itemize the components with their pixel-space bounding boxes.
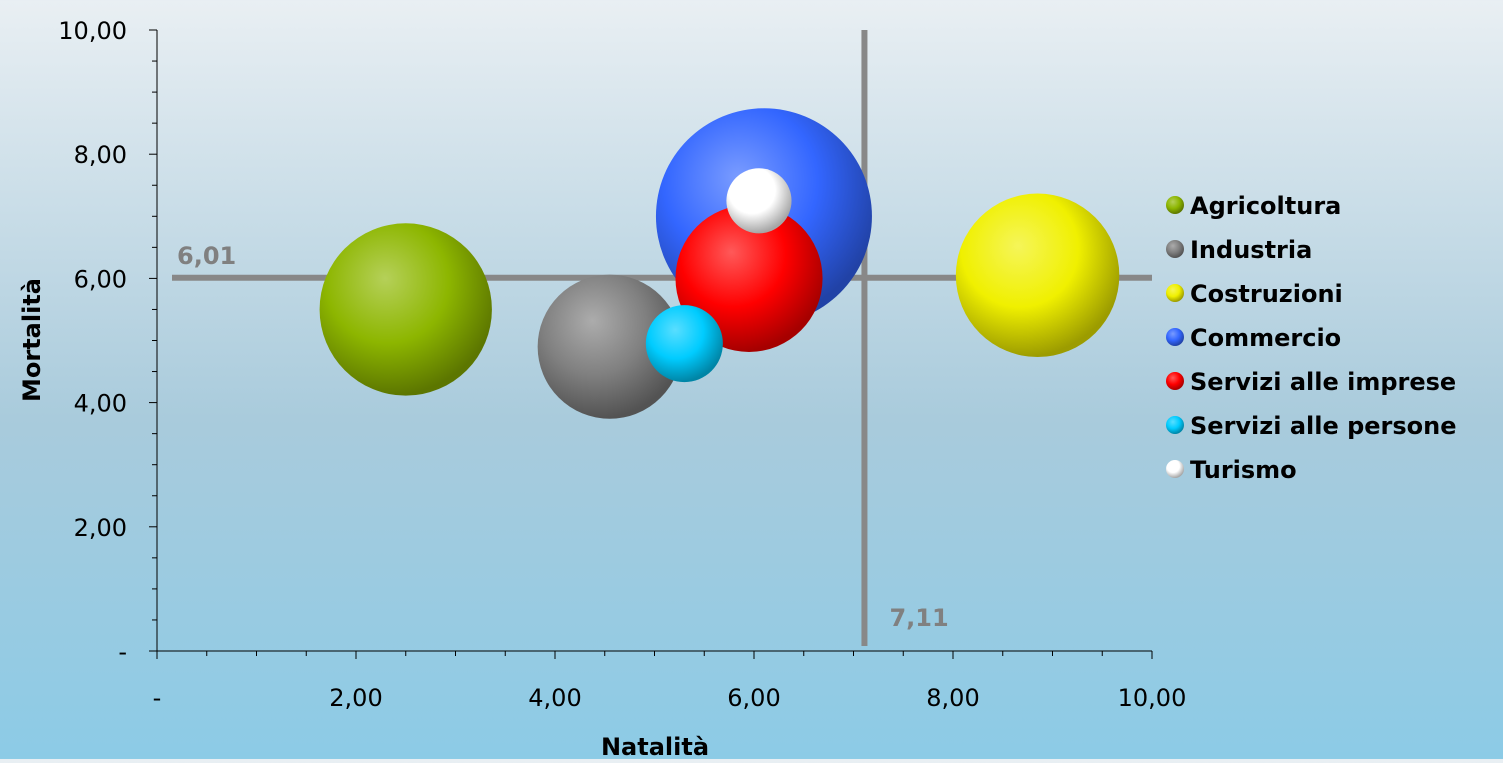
y-tick-label: 8,00: [74, 141, 127, 169]
legend-item-industria: Industria: [1166, 236, 1312, 264]
bubble-servizi-alle-imprese: [675, 204, 823, 352]
x-tick-label: -: [153, 684, 162, 712]
legend-item-turismo: Turismo: [1166, 456, 1297, 484]
legend-label: Costruzioni: [1190, 280, 1343, 308]
legend-marker: [1166, 372, 1184, 390]
y-tick-label: 4,00: [74, 390, 127, 418]
bubble-agricoltura: [319, 223, 492, 396]
axes: - 2,00 4,00 6,00 8,00 10,00 - 2,00 4,00 6,00 8,00 1…: [58, 17, 1186, 712]
x-tick-label: 8,00: [926, 684, 979, 712]
legend-item-agricoltura: Agricoltura: [1166, 192, 1341, 220]
legend: Agricoltura Industria Costruzioni Commercio…: [1166, 192, 1457, 484]
x-tick-label: 6,00: [727, 684, 780, 712]
bubble-turismo: [726, 168, 792, 234]
legend-label: Turismo: [1190, 456, 1297, 484]
y-tick-label: -: [118, 638, 127, 666]
legend-label: Servizi alle persone: [1190, 412, 1457, 440]
legend-label: Industria: [1190, 236, 1312, 264]
x-tick-label: 10,00: [1118, 684, 1187, 712]
legend-item-commercio: Commercio: [1166, 324, 1341, 352]
bubble-servizi-alle-persone: [645, 305, 723, 383]
y-tick-label: 2,00: [74, 514, 127, 542]
x-axis-label: Natalità: [601, 733, 709, 759]
vertical-reference-label: 7,11: [889, 604, 948, 632]
y-tick-label: 10,00: [58, 17, 127, 45]
x-tick-label: 4,00: [528, 684, 581, 712]
legend-marker: [1166, 328, 1184, 346]
legend-marker: [1166, 240, 1184, 258]
legend-marker: [1166, 416, 1184, 434]
legend-item-costruzioni: Costruzioni: [1166, 280, 1343, 308]
horizontal-reference-label: 6,01: [177, 242, 236, 270]
y-tick-label: 6,00: [74, 265, 127, 293]
legend-marker: [1166, 284, 1184, 302]
bubble-costruzioni: [955, 193, 1120, 358]
legend-item-servizi-alle-persone: Servizi alle persone: [1166, 412, 1457, 440]
bubble-industria: [537, 274, 682, 419]
legend-label: Commercio: [1190, 324, 1341, 352]
bubbles: [319, 108, 1120, 419]
legend-marker: [1166, 460, 1184, 478]
legend-label: Servizi alle imprese: [1190, 368, 1456, 396]
legend-marker: [1166, 196, 1184, 214]
x-tick-label: 2,00: [329, 684, 382, 712]
legend-label: Agricoltura: [1190, 192, 1341, 220]
legend-item-servizi-alle-imprese: Servizi alle imprese: [1166, 368, 1456, 396]
y-axis-label: Mortalità: [18, 278, 46, 402]
